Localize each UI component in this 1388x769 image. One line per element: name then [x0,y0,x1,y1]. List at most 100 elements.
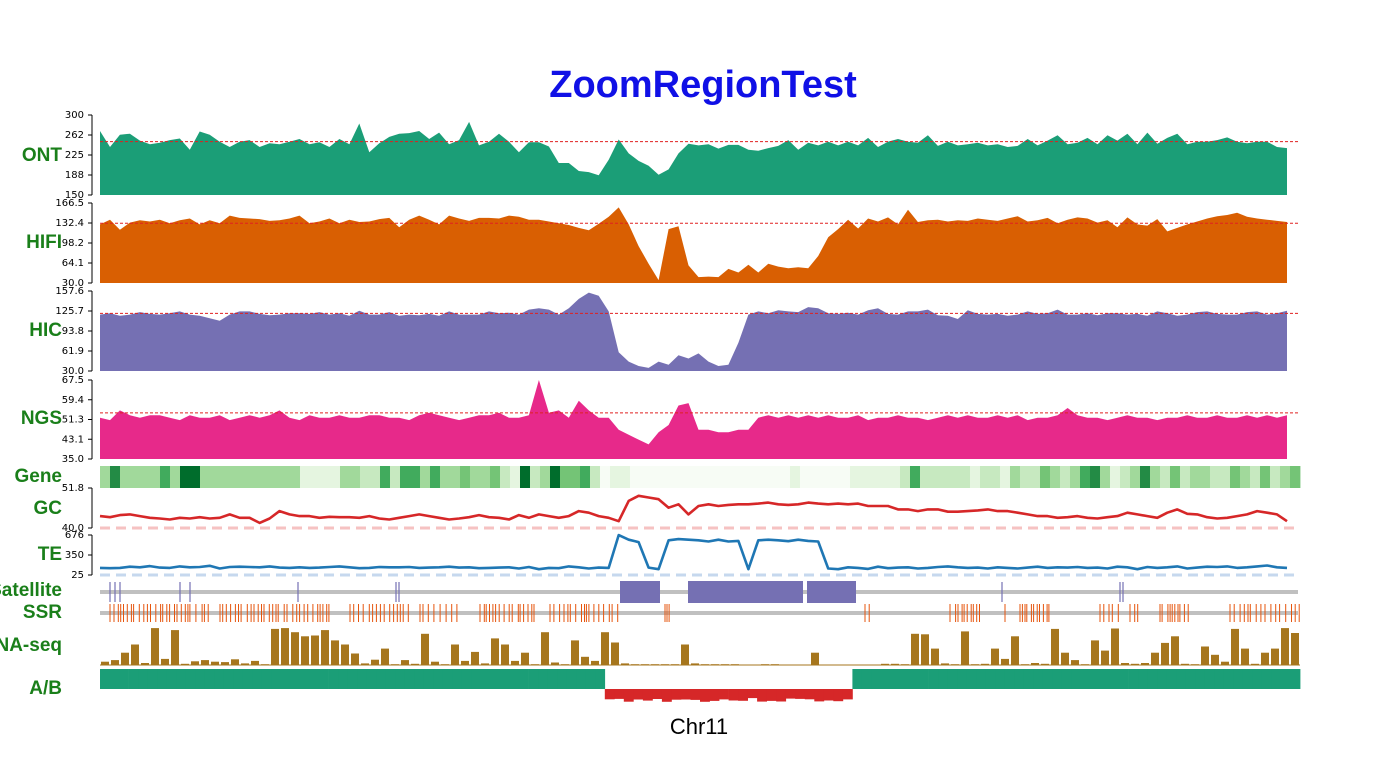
gene-density-cell [990,466,1001,488]
ab-compartment-a [500,669,510,689]
gene-density-cell [260,466,271,488]
ab-compartment-a [538,669,548,689]
chart-title: ZoomRegionTest [549,64,857,106]
rnaseq-bar [381,648,389,665]
rnaseq-bar [1121,663,1129,665]
rnaseq-bar [211,661,219,665]
ab-compartment-a [300,669,310,689]
rnaseq-bar [921,634,929,666]
y-tick-label-hic: 61.9 [62,346,84,357]
ab-compartment-b [661,689,672,702]
rnaseq-bar [141,663,149,665]
rnaseq-bar [1101,650,1109,665]
rnaseq-bar [1211,654,1219,666]
rnaseq-bar [961,631,969,665]
rnaseq-bar [301,636,309,665]
rnaseq-bar [721,664,729,665]
y-tick-label-gc: 51.8 [62,483,84,494]
rnaseq-bar [981,663,989,665]
ab-compartment-a [128,669,139,689]
gene-density-cell [1280,466,1291,488]
gene-density-cell [160,466,171,488]
gene-density-cell [760,466,771,488]
ab-compartment-a [566,669,577,689]
rnaseq-bar [1241,648,1249,665]
rnaseq-bar [1051,628,1059,665]
gene-density-cell [890,466,901,488]
gene-density-cell [1200,466,1211,488]
ab-compartment-a [452,669,463,689]
rnaseq-bar [101,661,109,665]
ab-compartment-a [881,669,891,689]
ab-compartment-a [1071,669,1082,689]
y-tick-label-ngs: 35.0 [62,454,84,465]
gene-density-cell [800,466,811,488]
gene-density-cell [710,466,721,488]
ab-compartment-b [833,689,844,702]
y-tick-label-ont: 300 [65,110,84,121]
gene-density-cell [200,466,211,488]
gene-density-cell [360,466,371,488]
gene-density-cell [520,466,531,488]
ab-compartment-a [195,669,206,689]
gene-density-cell [430,466,441,488]
ab-compartment-a [976,669,987,689]
ab-compartment-a [271,669,282,689]
ab-compartment-a [1214,669,1225,689]
ab-compartment-a [1271,669,1282,689]
ab-compartment-b [681,689,691,700]
ab-compartment-a [852,669,863,689]
track-label-rna-seq: RNA-seq [0,635,62,656]
gene-density-cell [870,466,881,488]
gene-density-cell [510,466,521,488]
gene-density-cell [1020,466,1031,488]
rnaseq-bar [941,663,949,665]
rnaseq-bar [1181,663,1189,665]
ab-compartment-a [547,669,558,689]
ab-compartment-a [147,669,158,689]
rnaseq-bar [1111,628,1119,665]
ab-compartment-a [490,669,501,689]
y-tick-label-hifi: 132.4 [55,218,84,229]
satellite-block [807,581,856,603]
track-label-te: TE [38,544,62,565]
ab-compartment-a [166,669,177,689]
gene-density-cell [1220,466,1231,488]
ab-compartment-b [804,689,815,700]
ab-compartment-b [823,689,834,701]
rnaseq-bar [531,664,539,665]
y-tick-label-hifi: 166.5 [55,198,84,209]
rnaseq-bar [161,658,169,666]
gene-density-cell [240,466,251,488]
gene-density-cell [220,466,231,488]
gene-density-cell [750,466,761,488]
gene-density-cell [970,466,981,488]
rnaseq-bar [431,661,439,665]
ab-compartment-a [223,669,234,689]
gene-density-cell [1050,466,1061,488]
ab-compartment-a [1081,669,1091,689]
ab-compartment-a [1014,669,1025,689]
ab-compartment-a [957,669,967,689]
rnaseq-bar [341,644,349,665]
rnaseq-bar [1291,633,1299,665]
gene-density-cell [310,466,321,488]
rnaseq-bar [661,664,669,665]
gene-density-cell [810,466,821,488]
gene-density-cell [730,466,741,488]
gene-density-cell [900,466,911,488]
rnaseq-bar [1091,640,1099,665]
gene-density-cell [740,466,751,488]
ab-compartment-a [1052,669,1063,689]
rnaseq-bar [621,663,629,665]
gene-density-cell [1070,466,1081,488]
rnaseq-bar [671,664,679,665]
ab-compartment-b [690,689,701,700]
rnaseq-bar [1041,663,1049,665]
rnaseq-bar [1201,646,1209,665]
rnaseq-bar [181,663,189,665]
area-series-ngs [100,380,1287,459]
ab-compartment-a [995,669,1006,689]
rnaseq-bar [221,662,229,665]
ab-compartment-a [1233,669,1244,689]
